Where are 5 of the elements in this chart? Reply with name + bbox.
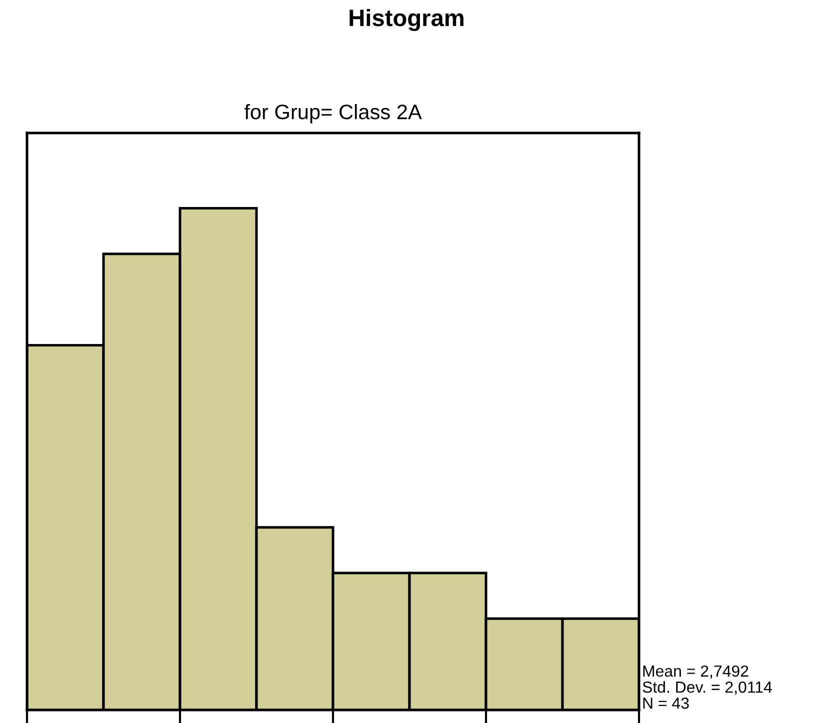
chart-subtitle: for Grup= Class 2A — [244, 104, 422, 124]
chart-title: Histogram — [350, 8, 464, 32]
text: Std. Dev. = 2,0114 — [642, 681, 772, 695]
text: N = 43 — [643, 698, 689, 709]
text: Mean = 2,7492 — [643, 665, 748, 679]
